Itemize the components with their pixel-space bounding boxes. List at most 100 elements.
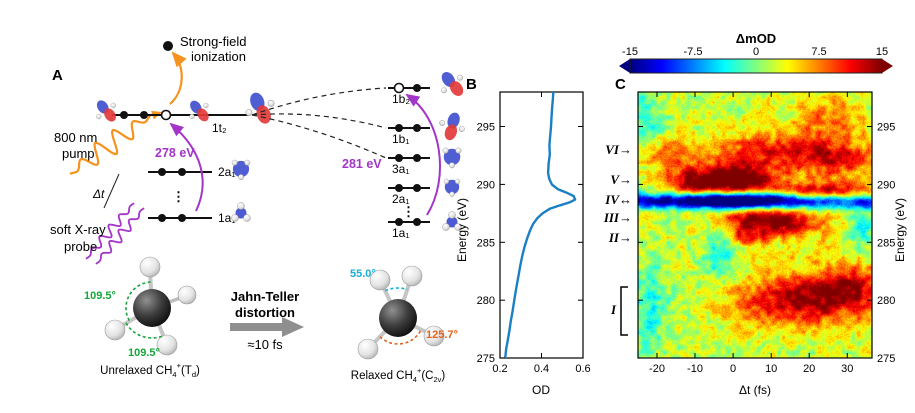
strong-field-line1: Strong-field xyxy=(180,34,246,49)
right-levels-ellipsis: ⋮ xyxy=(402,204,415,219)
panel-b-ytick: 280 xyxy=(477,295,495,307)
panel-c-xlabel: Δt (fs) xyxy=(739,383,771,397)
molecule-unrelaxed-td: 109.5° 109.5° Unrelaxed CH4+(Td) xyxy=(84,256,200,379)
region-annotation-IV↔: IV↔ xyxy=(604,192,632,207)
level-label-1b1: 1b₁ xyxy=(392,132,409,146)
relaxed-molecule-label: Relaxed CH4+(C2v) xyxy=(351,366,446,384)
panel-c-xtick: 30 xyxy=(841,363,853,375)
angle-arc-c2v-large xyxy=(379,329,422,345)
h-atom xyxy=(104,319,126,341)
colorbar-tick: 0 xyxy=(753,46,759,58)
colorbar-tick: 7.5 xyxy=(811,46,826,58)
h-atom xyxy=(139,256,161,278)
transition-281ev-label: 281 eV xyxy=(342,157,382,171)
h-atom xyxy=(369,269,391,291)
ionized-electron-dot xyxy=(163,41,173,51)
panel-a-label: A xyxy=(52,67,63,84)
hole-1t2 xyxy=(160,109,172,121)
ionization-arrow xyxy=(169,51,187,105)
orbital-1b1-icon xyxy=(432,106,473,146)
panel-b-ytick: 295 xyxy=(477,122,495,134)
angle-arc-td-1 xyxy=(125,281,151,322)
level-label-1b2: 1b₂ xyxy=(392,92,410,106)
heatmap-canvas xyxy=(638,92,872,358)
panel-c-xtick: 0 xyxy=(730,363,736,375)
orbital-2a1-right-icon xyxy=(443,178,461,197)
region-annotation-II→: II→ xyxy=(608,230,632,245)
colorbar-tick: 15 xyxy=(876,46,888,58)
delay-divider-line xyxy=(103,173,120,209)
unrelaxed-molecule-label: Unrelaxed CH4+(Td) xyxy=(100,361,200,379)
h-atom xyxy=(401,265,423,287)
jahn-teller-arrow-icon xyxy=(230,317,304,337)
panel-b-ytick: 285 xyxy=(477,237,495,249)
panel-c-ytick: 280 xyxy=(877,295,895,307)
jahn-teller-transition: Jahn-Teller distortion ≈10 fs xyxy=(230,289,304,352)
colorbar-tick: -7.5 xyxy=(684,46,703,58)
region-annotation-VI→: VI→ xyxy=(605,142,632,157)
level-splitting-dashes xyxy=(251,87,387,159)
panel-b-xlabel: OD xyxy=(532,383,550,397)
orbital-1t2-icon-c xyxy=(240,87,281,129)
panel-c-frame xyxy=(637,91,873,359)
panel-c-ytick: 290 xyxy=(877,179,895,191)
level-label-1t2: 1t₂ xyxy=(212,121,227,135)
angle-arc-c2v-small xyxy=(384,287,408,292)
probe-label-line1: soft X-ray xyxy=(50,222,106,237)
region-i-bracket xyxy=(620,286,628,336)
left-levels-ellipsis: ⋮ xyxy=(172,189,185,204)
panel-c-ytick: 275 xyxy=(877,353,895,365)
panel-c-xtick: -20 xyxy=(649,363,665,375)
pump-pulse-wave xyxy=(69,115,151,175)
panel-c-ytick: 285 xyxy=(877,237,895,249)
colorbar-title: ΔmOD xyxy=(736,31,776,46)
level-label-3a1: 3a₁ xyxy=(392,162,409,176)
panel-b-xtick: 0.4 xyxy=(534,363,549,375)
left-orbital-levels: 1t₂ 2a₁ ⋮ 1a₁ xyxy=(94,87,281,225)
jahn-teller-label-1: Jahn-Teller xyxy=(231,289,299,304)
h-atom xyxy=(177,285,197,305)
level-label-2a1-right: 2a₁ xyxy=(392,192,409,206)
generated-tick-labels: 275 275 280 280 285 285 290 290 295 295 0.2 0.4 0.6 -… xyxy=(477,46,896,375)
panel-b-label: B xyxy=(466,76,477,93)
region-annotation-I: I xyxy=(610,302,617,317)
colorbar-canvas xyxy=(630,59,882,73)
probe-pulse-wave-2 xyxy=(95,207,145,265)
orbital-1t2-icon-a xyxy=(94,97,119,125)
jahn-teller-timescale: ≈10 fs xyxy=(247,337,283,352)
panel-c-label: C xyxy=(615,76,626,93)
panel-b-xtick: 0.2 xyxy=(492,363,507,375)
panel-b-ylabel: Energy (eV) xyxy=(455,198,469,262)
h-atom xyxy=(357,338,379,360)
angle-td-label-2: 109.5° xyxy=(128,347,160,359)
colorbar-max-triangle-icon xyxy=(882,59,893,73)
probe-pulse-wave-1 xyxy=(85,202,135,260)
od-absorption-curve xyxy=(504,91,577,359)
pump-label-line2: pump xyxy=(62,146,95,161)
hole-1b2 xyxy=(393,82,405,94)
axis-tick-marks xyxy=(499,92,872,359)
orbital-1b2-icon xyxy=(438,69,467,99)
probe-label-line2: probe xyxy=(64,239,97,254)
panel-c-ytick: 295 xyxy=(877,122,895,134)
level-label-2a1-left: 2a₁ xyxy=(218,165,235,179)
panel-c-ylabel: Energy (eV) xyxy=(893,198,907,262)
pump-label-line1: 800 nm xyxy=(54,130,97,145)
h-atom xyxy=(156,334,178,356)
orbital-3a1-icon xyxy=(442,147,462,169)
region-annotation-V→: V→ xyxy=(610,172,632,187)
colorbar-min-triangle-icon xyxy=(619,59,630,73)
transition-arrow-281ev xyxy=(405,93,442,216)
panel-c-xtick: 10 xyxy=(765,363,777,375)
orbital-1t2-icon-b xyxy=(187,98,212,124)
panel-b-ytick: 275 xyxy=(477,353,495,365)
region-annotation-III→: III→ xyxy=(603,210,632,225)
level-label-1a1-right: 1a₁ xyxy=(392,226,409,240)
colorbar-tick: -15 xyxy=(622,46,638,58)
transition-arrow-278ev xyxy=(169,122,204,212)
h-atom xyxy=(423,325,445,347)
panel-c-xtick: -10 xyxy=(687,363,703,375)
colorbar-frame xyxy=(629,58,883,74)
